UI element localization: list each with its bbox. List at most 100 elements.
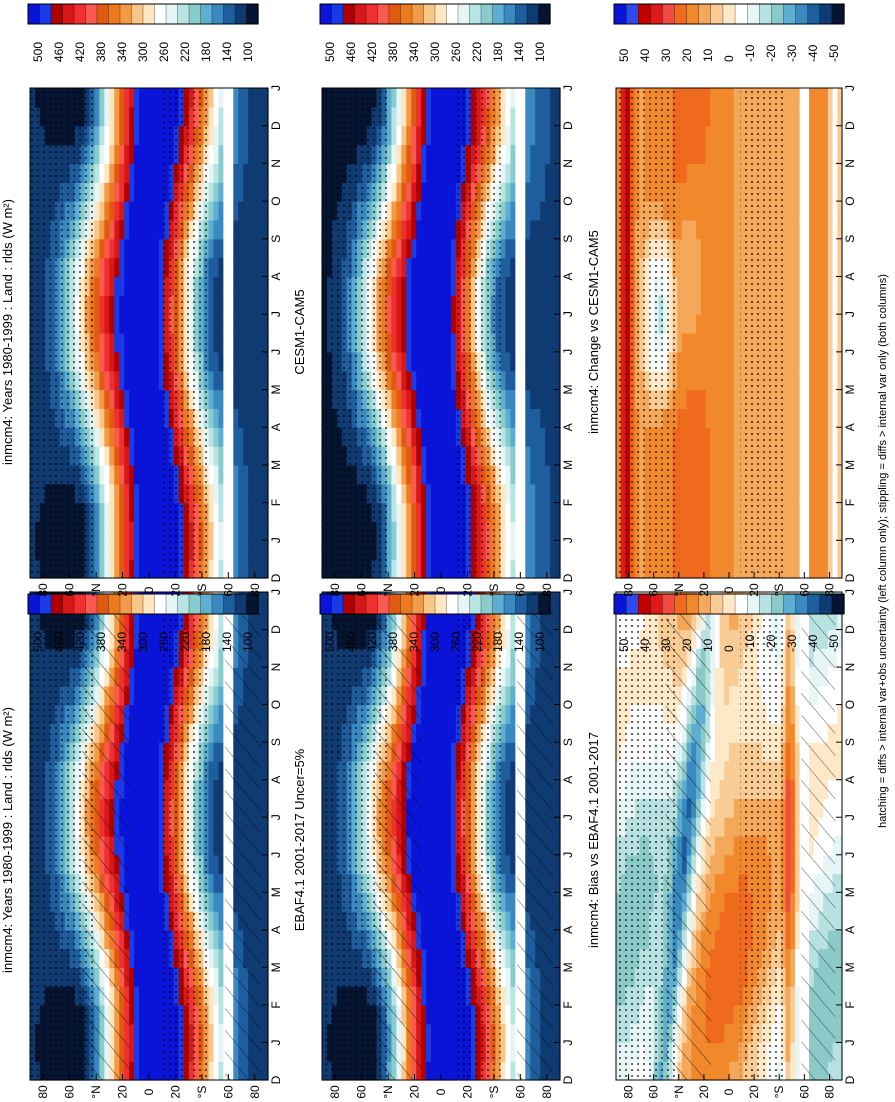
heat-cell — [129, 144, 135, 164]
heat-cell — [129, 559, 135, 579]
heat-cell — [129, 798, 135, 818]
heat-cell — [144, 483, 150, 504]
heat-cell — [114, 559, 120, 579]
month-tick-label: M — [843, 887, 857, 897]
lat-tick-label: 20 — [697, 1085, 711, 1099]
heat-cell — [445, 836, 452, 856]
heat-cell — [124, 521, 130, 541]
heat-cell — [218, 408, 224, 428]
heat-cell — [710, 629, 716, 649]
heat-cell — [134, 106, 140, 127]
heat-cell — [213, 464, 220, 485]
heat-cell — [785, 892, 791, 912]
heat-cell — [431, 967, 437, 987]
heat-cell — [139, 667, 145, 687]
heat-cell — [832, 667, 838, 687]
heat-cell — [153, 106, 160, 127]
heat-cell — [134, 295, 140, 315]
heat-cell — [421, 667, 427, 687]
heat-cell — [134, 948, 140, 968]
heat-cell — [729, 929, 735, 950]
heat-cell — [124, 163, 130, 183]
heat-cell — [263, 1004, 269, 1025]
heat-cell — [710, 667, 716, 687]
heat-cell — [208, 760, 215, 781]
heat-cell — [94, 483, 101, 504]
heat-cell — [794, 723, 801, 743]
heat-cell — [837, 873, 843, 893]
heat-cell — [119, 106, 125, 127]
heat-cell — [149, 427, 155, 447]
heat-cell — [153, 370, 160, 391]
heat-cell — [144, 295, 150, 315]
heat-cell — [114, 182, 120, 202]
heat-cell — [421, 929, 427, 950]
month-tick-label: A — [561, 926, 575, 934]
heat-cell — [213, 521, 220, 541]
heat-cell — [263, 629, 269, 649]
heat-cell — [724, 1004, 730, 1025]
heat-cell — [119, 408, 125, 428]
month-tick-label: D — [561, 625, 575, 634]
heat-cell — [719, 967, 725, 987]
heat-cell — [129, 986, 135, 1006]
heat-cell — [149, 648, 155, 668]
heat-cell — [104, 351, 110, 372]
heat-cell — [263, 1061, 269, 1081]
heat-cell — [149, 333, 155, 353]
heat-cell — [114, 238, 120, 259]
heat-cell — [213, 892, 220, 912]
heat-cell — [134, 144, 140, 164]
heat-cell — [134, 333, 140, 353]
heat-cell — [114, 219, 120, 240]
stippling-overlay — [452, 592, 501, 1080]
heat-cell — [218, 967, 224, 987]
colorbar-swatch — [154, 593, 167, 615]
heat-cell — [114, 257, 120, 278]
heat-cell — [213, 723, 220, 743]
heat-cell — [208, 610, 215, 631]
heat-cell — [218, 760, 224, 781]
heat-cell — [785, 1023, 791, 1044]
month-tick-label: M — [843, 962, 857, 972]
heat-cell — [139, 370, 145, 391]
heat-cell — [153, 854, 160, 875]
heat-cell — [832, 1004, 838, 1025]
heat-cell — [144, 760, 150, 781]
heat-cell — [104, 238, 110, 259]
colorbar-label: 30 — [659, 638, 673, 652]
heat-cell — [733, 892, 740, 912]
heat-cell — [794, 948, 801, 968]
heat-cell — [719, 798, 725, 818]
lat-tick-label: °S — [487, 1086, 501, 1099]
heat-cell — [149, 798, 155, 818]
heat-cell — [724, 704, 730, 724]
heat-cell — [555, 592, 561, 612]
heat-cell — [710, 685, 716, 706]
heat-cell — [119, 314, 125, 334]
heat-cell — [729, 836, 735, 856]
heat-cell — [208, 1004, 215, 1025]
colorbar-label: 460 — [52, 632, 66, 652]
heat-cell — [129, 873, 135, 893]
heat-cell — [213, 276, 220, 296]
heat-cell — [555, 648, 561, 668]
heat-cell — [263, 798, 269, 818]
heat-cell — [436, 629, 442, 649]
heat-cell — [218, 389, 224, 409]
heat-cell — [139, 219, 145, 240]
heat-cell — [119, 201, 125, 221]
heat-cell — [114, 446, 120, 466]
heat-cell — [139, 986, 145, 1006]
colorbar-label: 420 — [365, 632, 379, 652]
heat-cell — [208, 446, 215, 466]
heat-cell — [119, 333, 125, 353]
heat-cell — [213, 798, 220, 818]
heat-cell — [208, 502, 215, 523]
heat-cell — [431, 873, 437, 893]
heat-cell — [144, 986, 150, 1006]
heat-cell — [153, 836, 160, 856]
heat-cell — [208, 238, 215, 259]
heat-cell — [500, 817, 507, 837]
heat-cell — [837, 986, 843, 1006]
